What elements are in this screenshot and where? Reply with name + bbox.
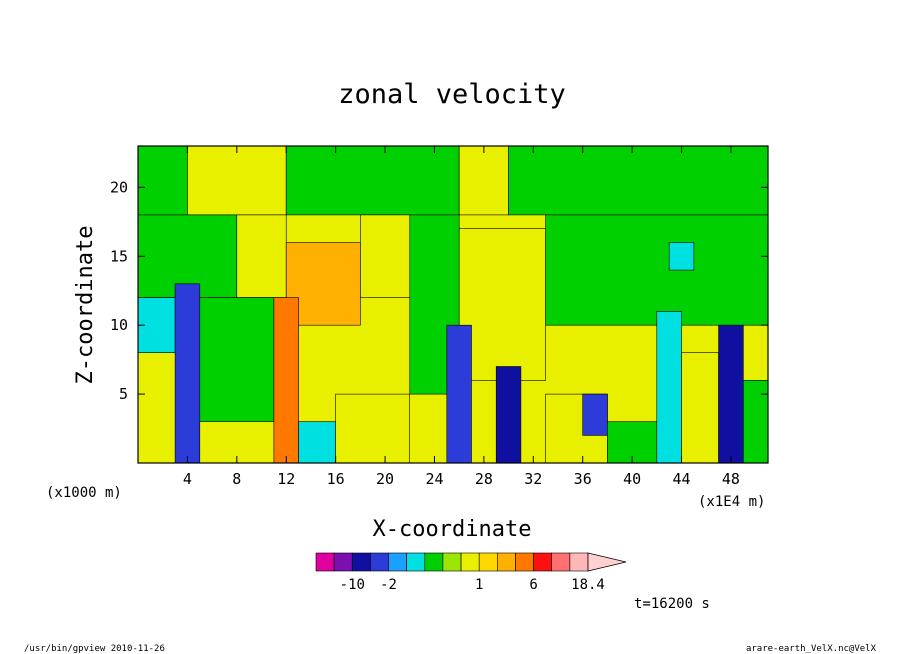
x-tick-label: 28 [475,470,493,488]
x-tick-label: 4 [183,470,192,488]
colorbar-swatch-0 [315,552,335,572]
colorbar-swatch-6 [424,552,444,572]
x-unit-label-left: (x1000 m) [46,485,122,501]
heatmap-cell-25 [681,352,719,464]
colorbar-tick-label: 1 [475,577,483,593]
colorbar-swatch-3 [370,552,389,572]
heatmap-cells [137,145,769,464]
heatmap-cell-4 [508,145,769,216]
heatmap-cell-20 [495,366,522,464]
x-tick-label: 12 [277,470,295,488]
x-tick-label: 24 [425,470,443,488]
x-tick-label: 20 [376,470,394,488]
heatmap-cell-15 [199,297,275,422]
footer-right: arare-earth_VelX.nc@VelX [746,644,877,654]
heatmap-cell-1 [187,145,287,216]
colorbar-swatch-11 [515,552,534,572]
y-tick-label: 5 [119,385,128,403]
heatmap-cell-10 [458,228,547,381]
heatmap-cell-11 [545,214,769,326]
y-tick-label: 20 [110,178,128,196]
x-unit-label-right: (x1E4 m) [698,494,765,510]
colorbar-swatch-14 [569,552,589,572]
heatmap-cell-24 [656,311,682,464]
colorbar-swatch-5 [406,552,426,572]
y-axis-ticks: 5 10 15 20 [110,178,768,403]
colorbar-extend-arrow [587,552,627,572]
colorbar-tick-label: -2 [380,577,397,593]
plot-frame [137,145,769,464]
colorbar-tick-label: 18.4 [571,577,605,593]
x-tick-label: 8 [232,470,241,488]
heatmap-cell-12 [668,242,695,271]
x-axis-label: X-coordinate [373,517,532,542]
footer-left: /usr/bin/gpview 2010-11-26 [24,644,165,654]
colorbar-swatch-8 [460,552,480,572]
colorbar-swatch-9 [478,552,498,572]
heatmap-cell-18 [335,393,411,464]
heatmap-cell-26 [718,324,744,464]
colorbar-swatch-12 [533,552,552,572]
x-tick-label: 40 [623,470,641,488]
x-tick-label: 32 [524,470,542,488]
heatmap-cell-0 [137,145,188,216]
time-label: t=16200 s [634,596,710,612]
heatmap-cell-6 [236,214,287,298]
colorbar-swatch-1 [333,552,353,572]
x-tick-label: 44 [672,470,690,488]
heatmap-cell-17 [298,421,337,464]
x-tick-label: 48 [722,470,740,488]
colorbar-tick-label: -10 [340,577,365,593]
colorbar-swatch-10 [496,552,516,572]
chart-title: zonal velocity [338,79,566,110]
y-axis-label: Z-coordinate [73,226,98,385]
colorbar-swatch-13 [551,552,571,572]
heatmap-cell-8 [360,214,411,298]
colorbar-swatch-4 [388,552,407,572]
y-tick-label: 10 [110,316,128,334]
heatmap-cell-27 [742,379,769,464]
heatmap-cell-14 [174,283,201,464]
x-tick-label: 16 [327,470,345,488]
x-tick-label: 36 [574,470,592,488]
x-axis-ticks: 4 8 12 16 20 24 28 32 36 40 44 48 [183,146,740,488]
colorbar-swatch-2 [351,552,371,572]
y-tick-label: 15 [110,247,128,265]
colorbar-swatch-7 [442,552,462,572]
heatmap-cell-22 [582,393,608,436]
heatmap-cell-3 [458,145,509,216]
colorbar: -10 -2 1 6 18.4 [315,552,627,593]
heatmap-cell-2 [285,145,460,216]
colorbar-tick-label: 6 [529,577,537,593]
heatmap-cell-16 [273,297,299,464]
heatmap-cell-19 [446,324,472,464]
